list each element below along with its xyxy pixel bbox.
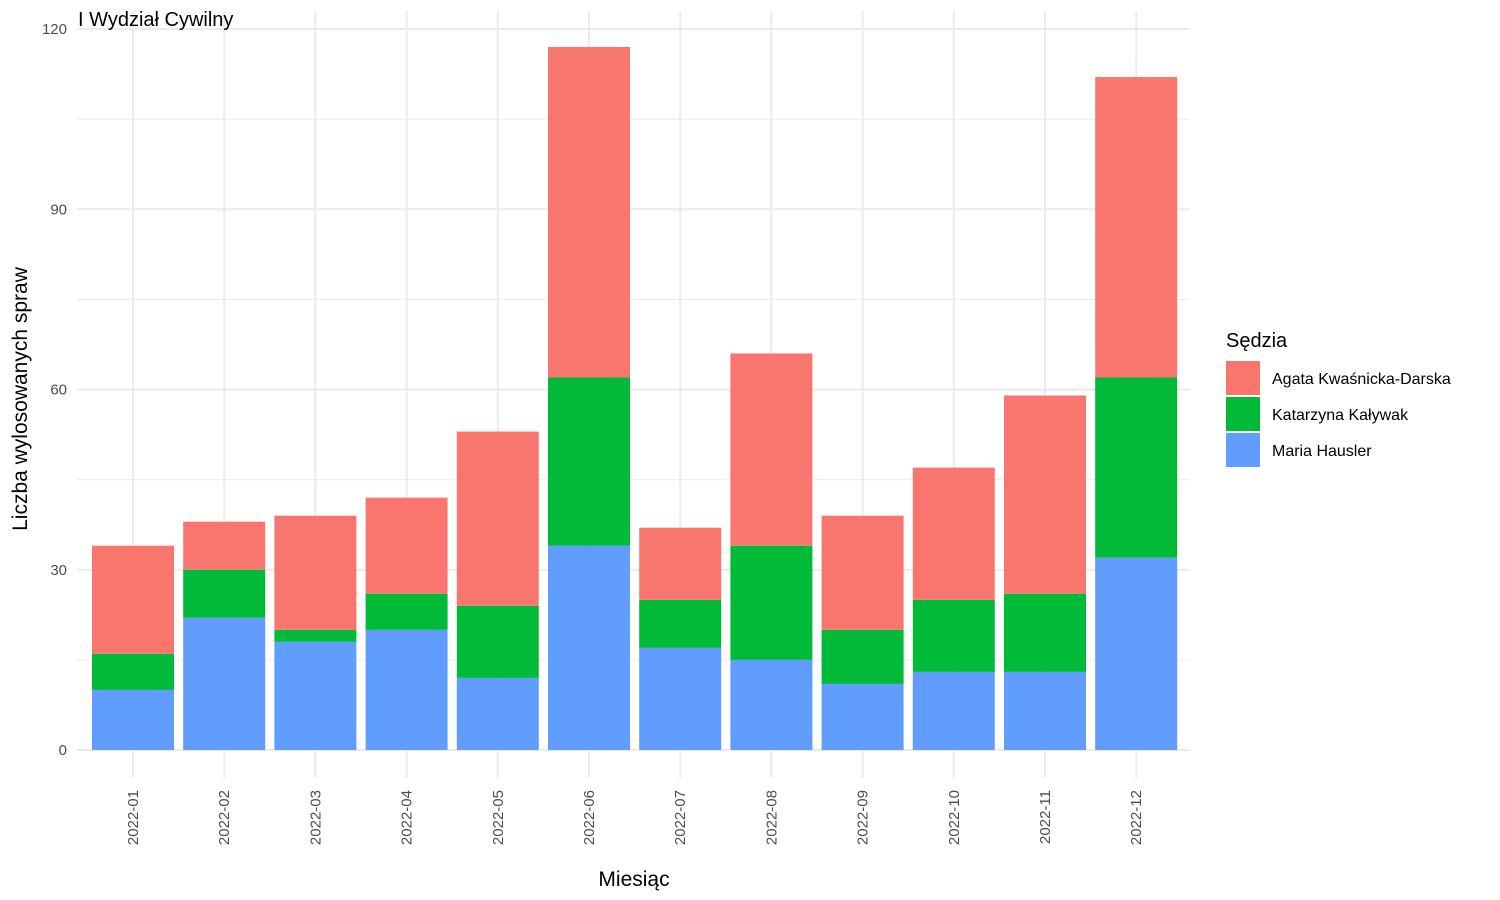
legend-label: Katarzyna Kaływak (1272, 407, 1409, 424)
bar-segment (183, 617, 266, 750)
bar-segment (274, 629, 357, 642)
x-tick-label: 2022-08 (763, 790, 780, 845)
x-tick-label: 2022-01 (125, 790, 142, 845)
x-axis-ticks: 2022-01 2022-02 2022-03 2022-04 2022-05 2022-… (125, 790, 1145, 845)
x-axis-title: Miesiąc (598, 868, 669, 891)
legend-swatch (1226, 361, 1260, 395)
bars-layer (92, 47, 1178, 750)
bar-segment (1004, 671, 1086, 750)
legend-items: Agata Kwaśnicka-Darska Katarzyna Kaływak M… (1226, 361, 1451, 467)
bar-segment (1095, 377, 1178, 558)
legend: Sędzia Agata Kwaśnicka-Darska Katarzyna K… (1226, 330, 1451, 467)
legend-label: Agata Kwaśnicka-Darska (1272, 371, 1451, 388)
bar-segment (821, 515, 904, 630)
y-axis-ticks: 0 30 60 90 120 (42, 21, 67, 759)
y-tick-label: 0 (59, 742, 67, 759)
bar-segment (730, 353, 813, 546)
bar-segment (639, 647, 722, 750)
bar-segment (365, 497, 448, 594)
x-tick-label: 2022-03 (307, 790, 324, 845)
bar-segment (821, 683, 904, 750)
bar-segment (456, 605, 539, 678)
bar-segment (365, 593, 448, 630)
x-tick-label: 2022-12 (1128, 790, 1145, 845)
chart-title: I Wydział Cywilny (78, 9, 233, 31)
bar-segment (456, 677, 539, 750)
legend-swatch (1226, 397, 1260, 431)
bar-segment (548, 377, 630, 546)
bar-segment (1095, 557, 1178, 750)
bar-segment (92, 689, 174, 750)
bar-segment (92, 653, 174, 690)
x-tick-label: 2022-07 (672, 790, 689, 845)
bar-segment (274, 641, 357, 750)
x-tick-label: 2022-02 (216, 790, 233, 845)
bar-segment (183, 521, 266, 570)
bar-segment (92, 545, 174, 654)
bar-segment (730, 545, 813, 660)
y-tick-label: 120 (42, 21, 67, 38)
bar-segment (730, 659, 813, 750)
x-tick-label: 2022-04 (399, 790, 416, 845)
bar-segment (183, 569, 266, 618)
bar-segment (1004, 395, 1086, 594)
bar-segment (456, 431, 539, 606)
x-tick-label: 2022-11 (1037, 790, 1054, 844)
bar-segment (912, 467, 995, 600)
bar-segment (639, 599, 722, 648)
bar-segment (548, 47, 630, 378)
legend-title: Sędzia (1226, 330, 1288, 352)
bar-segment (365, 629, 448, 750)
bar-segment (912, 599, 995, 672)
bar-segment (821, 629, 904, 684)
bar-segment (912, 671, 995, 750)
y-tick-label: 90 (50, 201, 67, 218)
bar-segment (548, 545, 630, 750)
x-tick-label: 2022-05 (490, 790, 507, 845)
y-tick-label: 30 (50, 562, 67, 579)
legend-swatch (1226, 433, 1260, 467)
y-tick-label: 60 (50, 382, 67, 399)
bar-segment (1095, 77, 1178, 378)
x-tick-label: 2022-09 (855, 790, 872, 845)
legend-label: Maria Hausler (1272, 443, 1372, 460)
y-axis-title: Liczba wylosowanych spraw (9, 266, 32, 531)
bar-segment (639, 527, 722, 600)
bar-segment (1004, 593, 1086, 672)
x-tick-label: 2022-06 (581, 790, 598, 845)
bar-segment (274, 515, 357, 630)
x-tick-label: 2022-10 (946, 790, 963, 845)
